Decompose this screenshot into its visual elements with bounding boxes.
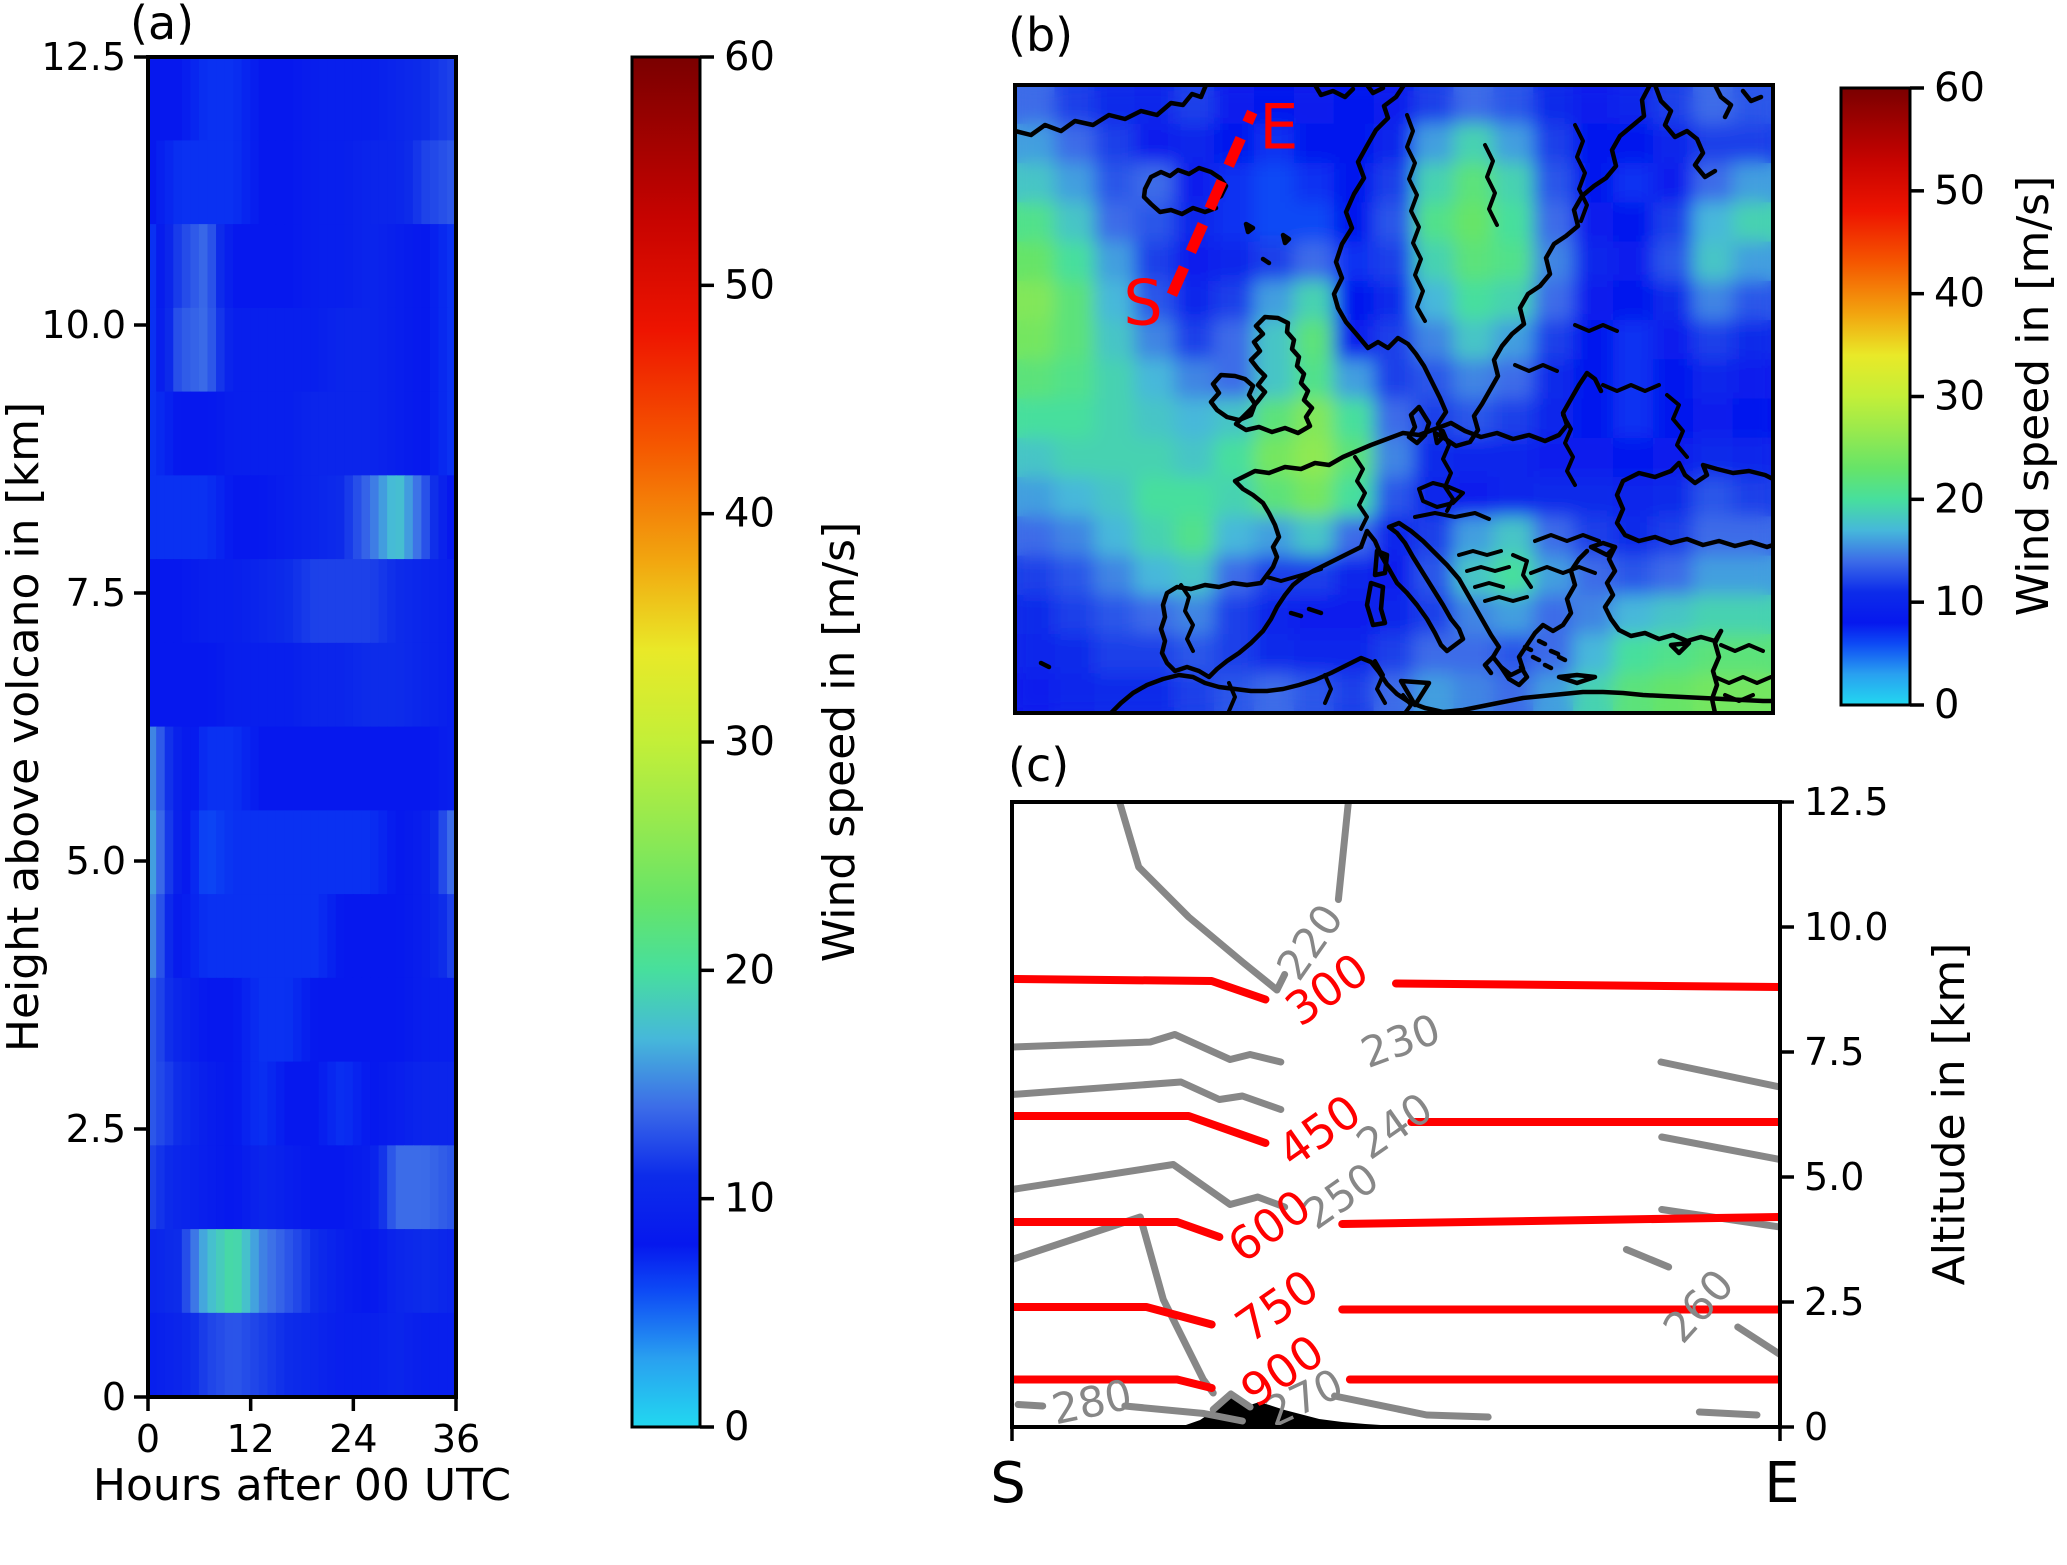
svg-text:30: 30 bbox=[724, 719, 775, 765]
transect-start-label: S bbox=[1123, 266, 1162, 339]
svg-text:12.5: 12.5 bbox=[1804, 780, 1889, 824]
svg-text:230: 230 bbox=[1355, 1004, 1447, 1077]
panel-c-xlabel-e: E bbox=[1764, 1451, 1800, 1516]
panel-a-ylabel: Height above volcano in [km] bbox=[0, 401, 49, 1053]
svg-text:10: 10 bbox=[1934, 579, 1985, 625]
svg-text:0: 0 bbox=[136, 1417, 160, 1461]
transect-end-label: E bbox=[1259, 91, 1298, 164]
svg-text:7.5: 7.5 bbox=[66, 571, 126, 615]
svg-text:12.5: 12.5 bbox=[41, 35, 126, 79]
svg-text:60: 60 bbox=[1934, 65, 1985, 111]
svg-text:36: 36 bbox=[432, 1417, 480, 1461]
svg-text:40: 40 bbox=[724, 491, 775, 537]
svg-text:30: 30 bbox=[1934, 374, 1985, 420]
panel-a-letter: (a) bbox=[130, 0, 195, 50]
svg-text:5.0: 5.0 bbox=[1804, 1155, 1864, 1199]
panel-c-xlabel-s: S bbox=[990, 1451, 1026, 1516]
panel-a-heatmap bbox=[147, 56, 457, 1398]
svg-text:5.0: 5.0 bbox=[66, 839, 126, 883]
svg-text:0: 0 bbox=[724, 1404, 749, 1450]
svg-text:20: 20 bbox=[1934, 476, 1985, 522]
map-borders bbox=[1179, 113, 1773, 713]
svg-text:12: 12 bbox=[226, 1417, 274, 1461]
colorbar-b: 60 50 40 30 20 10 0 bbox=[1839, 65, 1985, 728]
svg-text:10: 10 bbox=[724, 1176, 775, 1222]
svg-text:260: 260 bbox=[1654, 1260, 1744, 1352]
svg-text:10.0: 10.0 bbox=[41, 303, 126, 347]
svg-text:10.0: 10.0 bbox=[1804, 905, 1889, 949]
colorbar-b-label: Wind speed in [m/s] bbox=[2008, 175, 2059, 617]
svg-text:40: 40 bbox=[1934, 271, 1985, 317]
contour-lines bbox=[1010, 800, 1782, 1425]
svg-text:20: 20 bbox=[724, 947, 775, 993]
transect-line bbox=[1166, 109, 1258, 297]
svg-text:50: 50 bbox=[1934, 168, 1985, 214]
svg-text:50: 50 bbox=[724, 262, 775, 308]
svg-text:2.5: 2.5 bbox=[1804, 1280, 1864, 1324]
panel-c-ylabel: Altitude in [km] bbox=[1924, 942, 1975, 1286]
svg-text:0: 0 bbox=[1934, 682, 1959, 728]
svg-text:60: 60 bbox=[724, 34, 775, 80]
colorbar-a-label: Wind speed in [m/s] bbox=[814, 521, 865, 963]
map-wind-field-smooth bbox=[1015, 85, 1773, 713]
svg-text:2.5: 2.5 bbox=[66, 1107, 126, 1151]
panel-a: 12.5 10.0 7.5 5.0 2.5 00 12 24 36 bbox=[41, 35, 480, 1461]
svg-text:24: 24 bbox=[329, 1417, 377, 1461]
panel-c: 22023024025026027028030045060075090012.5… bbox=[1010, 780, 1889, 1449]
panel-c-letter: (c) bbox=[1008, 738, 1070, 792]
panel-b-letter: (b) bbox=[1008, 8, 1074, 62]
colorbar-a: 60 50 40 30 20 10 0 bbox=[630, 34, 775, 1450]
svg-text:0: 0 bbox=[102, 1375, 126, 1419]
panel-b: SE bbox=[1013, 83, 1775, 715]
svg-text:7.5: 7.5 bbox=[1804, 1030, 1864, 1074]
panel-a-xlabel: Hours after 00 UTC bbox=[92, 1460, 512, 1511]
svg-text:0: 0 bbox=[1804, 1405, 1828, 1449]
